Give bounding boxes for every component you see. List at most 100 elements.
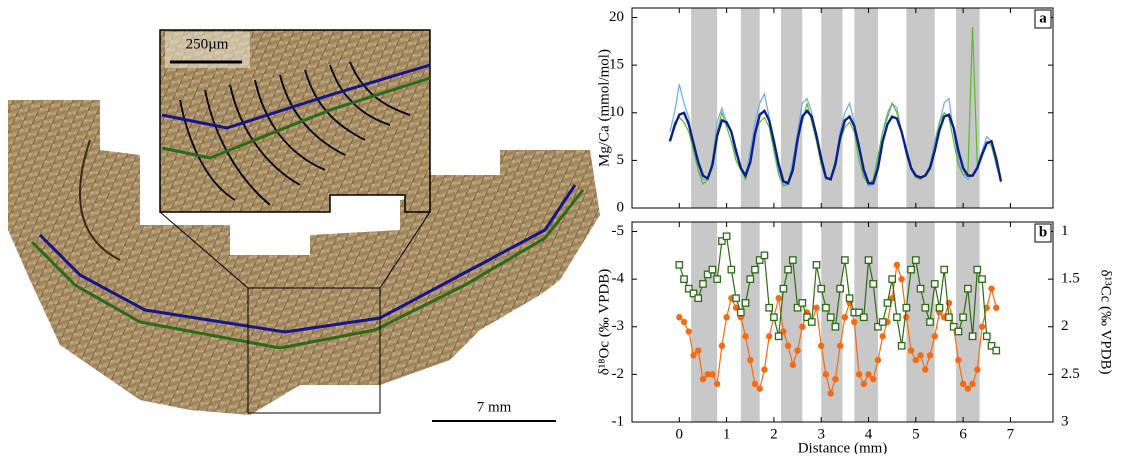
- data-point: [883, 299, 892, 307]
- x-tick-label: 7: [1007, 426, 1015, 442]
- data-point: [930, 280, 939, 288]
- data-point: [893, 261, 901, 269]
- data-point: [926, 352, 934, 359]
- data-point: [694, 294, 703, 303]
- data-point: [746, 275, 755, 283]
- data-point: [940, 265, 949, 274]
- data-point: [836, 342, 844, 350]
- x-tick-label: 5: [912, 426, 920, 442]
- y2-tick-label: 2.5: [1061, 366, 1080, 382]
- data-point: [869, 280, 878, 288]
- data-point: [917, 352, 924, 359]
- data-point: [775, 294, 782, 302]
- y-tick-label: 20: [609, 9, 624, 25]
- zoom-box: [247, 287, 381, 414]
- data-point: [770, 313, 778, 322]
- data-point: [968, 332, 977, 341]
- shaded-range: [740, 8, 760, 208]
- data-point: [955, 356, 962, 364]
- y-tick-label: 15: [609, 57, 624, 73]
- data-point: [755, 256, 764, 264]
- data-point: [703, 270, 712, 279]
- data-point: [680, 318, 688, 326]
- y2-tick-label: 3: [1061, 413, 1069, 429]
- x-axis-label: Distance (mm): [798, 440, 888, 454]
- data-point: [751, 380, 759, 388]
- data-point: [765, 333, 773, 340]
- zoom-line: [159, 211, 249, 289]
- x-tick-label: 6: [959, 426, 967, 442]
- data-point: [874, 322, 882, 331]
- data-point: [761, 366, 768, 373]
- shaded-range: [691, 8, 718, 208]
- y-axis-label: Mg/Ca (mmol/mol): [596, 49, 612, 167]
- data-point: [736, 308, 745, 317]
- data-point: [676, 314, 683, 321]
- shaded-range: [740, 222, 760, 422]
- y-axis-label: δ¹⁸Oc (‰ VPDB): [596, 269, 612, 376]
- inset-transect-blue: [161, 63, 431, 130]
- data-point: [864, 256, 873, 264]
- shaded-range: [854, 222, 878, 422]
- y-tick-label: -1: [612, 413, 625, 429]
- data-point: [945, 313, 953, 322]
- data-point: [897, 341, 906, 350]
- data-point: [741, 299, 750, 307]
- inset-transect-green: [161, 76, 431, 160]
- transect-green: [30, 189, 585, 350]
- data-point: [722, 232, 731, 241]
- inset-scale-label: 250µm: [186, 36, 229, 52]
- data-point: [907, 265, 915, 274]
- data-point: [784, 342, 792, 350]
- panel-label: a: [1039, 10, 1047, 26]
- data-point: [695, 347, 702, 354]
- data-point: [898, 275, 905, 283]
- inset-image: [159, 29, 431, 213]
- shaded-range: [781, 8, 803, 208]
- data-point: [789, 361, 797, 369]
- data-point: [912, 356, 920, 364]
- data-point: [931, 333, 938, 340]
- plot-frame: [631, 221, 1054, 423]
- data-point: [732, 294, 740, 303]
- data-point: [992, 346, 1001, 355]
- data-point: [922, 366, 929, 373]
- data-point: [964, 284, 972, 293]
- data-point: [855, 308, 863, 317]
- data-point: [718, 342, 726, 350]
- data-point: [690, 352, 697, 359]
- data-point: [954, 327, 963, 336]
- plot-frame: [631, 7, 1054, 209]
- data-point: [818, 342, 825, 350]
- data-point: [822, 303, 830, 312]
- y2-tick-label: 2: [1061, 318, 1069, 334]
- data-point: [907, 347, 915, 354]
- data-point: [978, 275, 986, 283]
- data-point: [987, 341, 996, 350]
- data-point: [974, 366, 981, 373]
- data-point: [845, 294, 854, 303]
- data-point: [935, 303, 944, 312]
- data-point: [718, 237, 726, 245]
- data-point: [699, 280, 707, 288]
- data-point: [713, 380, 721, 388]
- data-point: [893, 313, 901, 322]
- data-point: [870, 375, 877, 383]
- data-point: [799, 323, 806, 330]
- transect-blue: [38, 184, 577, 334]
- data-point: [959, 380, 967, 388]
- data-point: [831, 322, 840, 331]
- data-point: [903, 314, 910, 321]
- data-point: [973, 265, 982, 274]
- shaded-range: [781, 222, 803, 422]
- panel-label-box: [1034, 223, 1052, 243]
- data-point: [817, 284, 826, 293]
- data-point: [680, 275, 688, 283]
- data-point: [747, 356, 754, 364]
- data-point: [841, 256, 849, 264]
- data-point: [983, 304, 990, 311]
- crack: [79, 139, 121, 261]
- data-point: [949, 322, 958, 331]
- y2-axis-label: δ¹³Cc (‰ VPDB): [1098, 270, 1114, 375]
